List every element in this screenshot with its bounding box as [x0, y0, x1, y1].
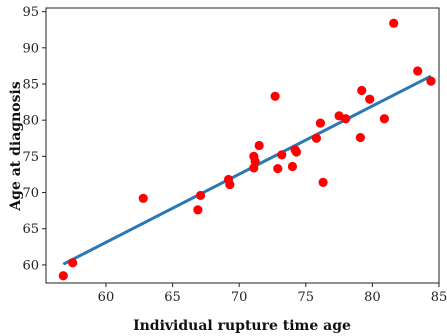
data-point — [291, 147, 302, 157]
data-point — [138, 193, 148, 203]
data-point — [58, 271, 68, 281]
data-point — [355, 132, 365, 143]
y-tick-label: 65 — [22, 222, 39, 237]
y-tick-label: 95 — [22, 5, 39, 20]
data-points — [58, 18, 436, 281]
trend-line — [62, 74, 432, 266]
data-point — [193, 205, 203, 215]
data-point — [225, 179, 235, 190]
x-tick-label: 85 — [431, 290, 447, 305]
data-point — [379, 114, 389, 124]
data-point — [315, 118, 326, 128]
data-point — [311, 133, 322, 143]
data-point — [426, 76, 436, 86]
data-point — [318, 177, 328, 188]
y-tick-label: 80 — [22, 114, 39, 129]
trend-line-group — [62, 74, 432, 266]
data-point — [195, 190, 206, 201]
y-tick-label: 90 — [22, 41, 39, 56]
data-point — [287, 161, 298, 172]
y-axis-ticks: 60 65 70 75 80 85 90 95 — [22, 5, 46, 273]
x-tick-label: 60 — [98, 290, 115, 305]
x-axis-ticks: 60 65 70 75 80 85 — [98, 283, 447, 305]
data-point — [68, 258, 78, 268]
y-tick-label: 60 — [22, 258, 39, 273]
data-point — [413, 66, 423, 76]
y-tick-label: 75 — [22, 150, 39, 165]
x-tick-label: 65 — [164, 290, 181, 305]
data-point — [357, 85, 367, 96]
y-tick-label: 70 — [22, 186, 39, 201]
plot-frame — [45, 7, 440, 284]
x-tick-label: 75 — [298, 290, 315, 305]
data-point — [365, 94, 375, 104]
y-axis-title: Age at diagnosis — [8, 81, 24, 212]
data-point — [249, 163, 259, 173]
data-point — [254, 140, 264, 151]
data-point — [277, 150, 287, 160]
data-point — [270, 91, 280, 101]
data-point — [341, 114, 351, 124]
x-tick-label: 80 — [364, 290, 381, 305]
data-point — [273, 164, 283, 174]
data-point — [389, 18, 399, 28]
y-tick-label: 85 — [22, 77, 39, 92]
x-axis-title: Individual rupture time age — [133, 318, 351, 334]
x-tick-label: 70 — [231, 290, 248, 305]
